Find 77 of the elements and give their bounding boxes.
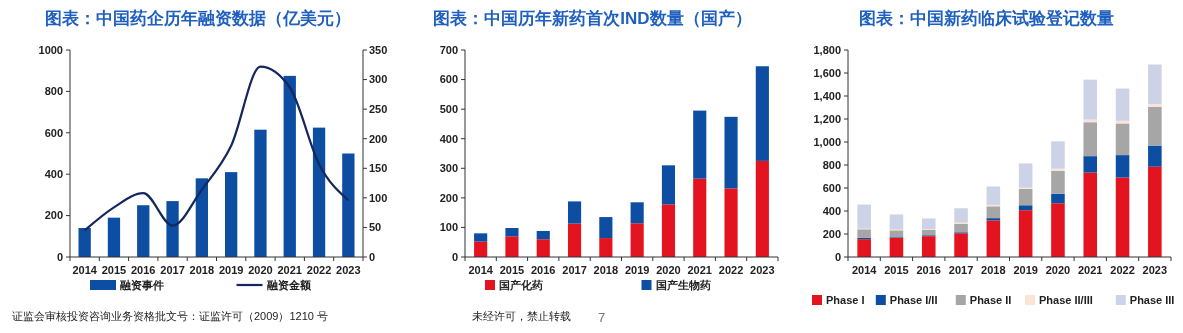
y-tick-label: 800 <box>822 158 841 171</box>
x-tick-label: 2023 <box>336 264 361 276</box>
y-tick-label: 100 <box>439 221 458 234</box>
text: 证监会审核投资咨询业务资格批文号：证监许可（2009）1210 号 <box>12 310 328 322</box>
x-tick-label: 2021 <box>687 264 712 276</box>
x-tick-label: 2021 <box>277 264 302 276</box>
x-tick-label: 2023 <box>750 264 775 276</box>
legend-label: Phase I/II <box>889 294 938 306</box>
x-tick-label: 2020 <box>248 264 273 276</box>
x-tick-label: 2022 <box>718 264 744 276</box>
y-tick-label: 500 <box>439 102 458 115</box>
y2-tick-label: 150 <box>369 162 388 175</box>
y2-tick-label: 50 <box>369 221 382 234</box>
legend-label: 融资事件 <box>120 279 164 291</box>
y-tick-label: 300 <box>439 162 458 175</box>
y2-tick-label: 350 <box>369 43 388 56</box>
legend-label: Phase III <box>1129 294 1175 306</box>
legend-label: Phase II <box>969 294 1012 306</box>
y-tick-label: 400 <box>822 204 841 217</box>
y-tick-label: 700 <box>439 43 458 56</box>
x-tick-label: 2015 <box>884 264 909 276</box>
chart-title: 图表：中国历年新药首次IND数量（国产） <box>433 9 752 28</box>
x-tick-label: 2014 <box>851 264 878 276</box>
x-tick-label: 2020 <box>656 264 681 276</box>
x-tick-label: 2016 <box>916 264 941 276</box>
x-tick-label: 2017 <box>160 264 185 276</box>
y-tick-label: 1,200 <box>813 112 841 125</box>
y2-tick-label: 0 <box>369 250 376 263</box>
x-tick-label: 2023 <box>1142 264 1168 276</box>
x-tick-label: 2017 <box>562 264 587 276</box>
x-tick-label: 2018 <box>189 264 215 276</box>
chart-title: 图表：中国药企历年融资数据（亿美元） <box>44 9 351 28</box>
y-tick-label: 1000 <box>38 43 63 56</box>
y-tick-label: 1,000 <box>813 135 841 148</box>
x-tick-label: 2021 <box>1078 264 1103 276</box>
y-tick-label: 200 <box>44 209 63 222</box>
y-tick-label: 600 <box>44 126 63 139</box>
y-tick-label: 200 <box>822 227 841 240</box>
text: 7 <box>598 310 606 325</box>
y-tick-label: 0 <box>451 250 458 263</box>
x-tick-label: 2022 <box>1110 264 1135 276</box>
y2-tick-label: 300 <box>369 73 388 86</box>
x-tick-label: 2014 <box>468 264 494 276</box>
y-tick-label: 0 <box>834 250 841 263</box>
y-tick-label: 600 <box>439 73 458 86</box>
x-tick-label: 2020 <box>1045 264 1071 276</box>
x-tick-label: 2016 <box>131 264 156 276</box>
y2-tick-label: 250 <box>369 102 388 115</box>
y-tick-label: 1,600 <box>813 66 841 79</box>
x-tick-label: 2015 <box>499 264 525 276</box>
x-tick-label: 2018 <box>593 264 619 276</box>
chart-title: 图表：中国新药临床试验登记数量 <box>859 9 1114 28</box>
y-tick-label: 600 <box>822 181 841 194</box>
text: 未经许可，禁止转载 <box>472 310 571 322</box>
x-tick-label: 2014 <box>72 264 98 276</box>
legend-label: 国产化药 <box>499 279 543 291</box>
legend-label: Phase I <box>826 294 865 306</box>
x-tick-label: 2019 <box>1013 264 1038 276</box>
legend-label: Phase II/III <box>1039 294 1093 306</box>
x-tick-label: 2019 <box>218 264 244 276</box>
y-tick-label: 400 <box>439 132 458 145</box>
y2-tick-label: 100 <box>369 191 388 204</box>
x-tick-label: 2016 <box>531 264 556 276</box>
y-tick-label: 0 <box>56 250 63 263</box>
x-tick-label: 2017 <box>948 264 974 276</box>
legend-label: 融资金额 <box>266 279 312 291</box>
x-tick-label: 2015 <box>101 264 127 276</box>
y-tick-label: 1,800 <box>813 43 841 56</box>
x-tick-label: 2018 <box>981 264 1006 276</box>
y-tick-label: 800 <box>44 85 63 98</box>
legend-label: 国产生物药 <box>655 279 711 291</box>
y-tick-label: 1,400 <box>813 89 841 102</box>
y2-tick-label: 200 <box>369 132 388 145</box>
y-tick-label: 200 <box>439 191 458 204</box>
x-tick-label: 2022 <box>306 264 332 276</box>
x-tick-label: 2019 <box>624 264 650 276</box>
y-tick-label: 400 <box>44 168 63 181</box>
